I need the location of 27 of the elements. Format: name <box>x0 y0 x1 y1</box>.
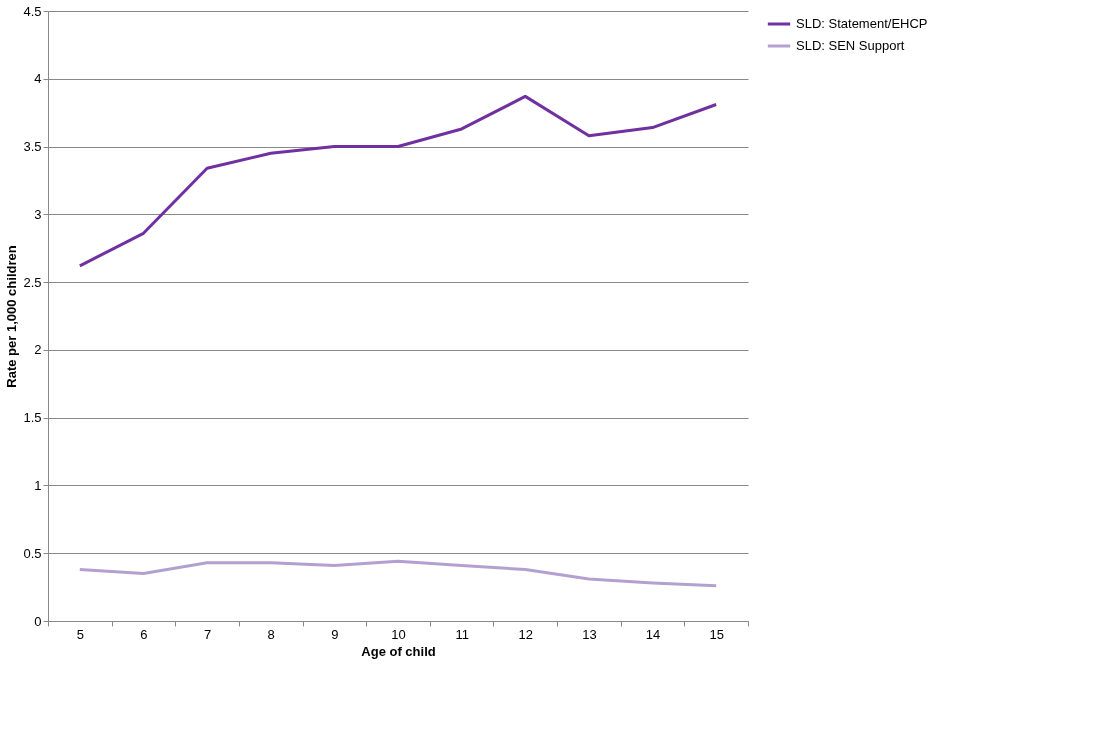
x-tick-label: 9 <box>331 626 339 642</box>
x-tick-label: 8 <box>267 626 275 642</box>
x-tick-label: 10 <box>391 626 406 642</box>
x-axis-title: Age of child <box>361 643 436 659</box>
x-tick-label: 15 <box>709 626 724 642</box>
x-tick-label: 14 <box>645 626 661 642</box>
y-tick-label: 0.5 <box>23 545 42 561</box>
y-tick-label: 4.5 <box>23 3 42 19</box>
x-tick-label: 7 <box>203 626 212 642</box>
y-tick-label: 2 <box>34 342 42 358</box>
y-tick-label: 3 <box>34 206 42 222</box>
y-tick-label: 0 <box>34 613 42 629</box>
legend-label: SLD: SEN Support <box>796 38 905 53</box>
line-series <box>78 94 718 268</box>
x-tick-label: 5 <box>76 626 84 642</box>
x-tick-label: 13 <box>582 626 597 642</box>
y-tick-label: 2.5 <box>23 274 42 290</box>
x-tick-label: 12 <box>518 626 534 642</box>
y-tick-label: 4 <box>34 71 42 87</box>
y-tick-label: 1.5 <box>23 410 42 426</box>
y-axis-title: Rate per 1,000 children <box>4 245 20 388</box>
x-tick-label: 6 <box>140 626 148 642</box>
y-tick-label: 1 <box>34 477 42 493</box>
legend-label: SLD: Statement/EHCP <box>796 16 928 31</box>
y-tick-label: 3.5 <box>23 139 42 155</box>
line-series <box>78 559 718 588</box>
x-tick-label: 11 <box>455 626 469 642</box>
